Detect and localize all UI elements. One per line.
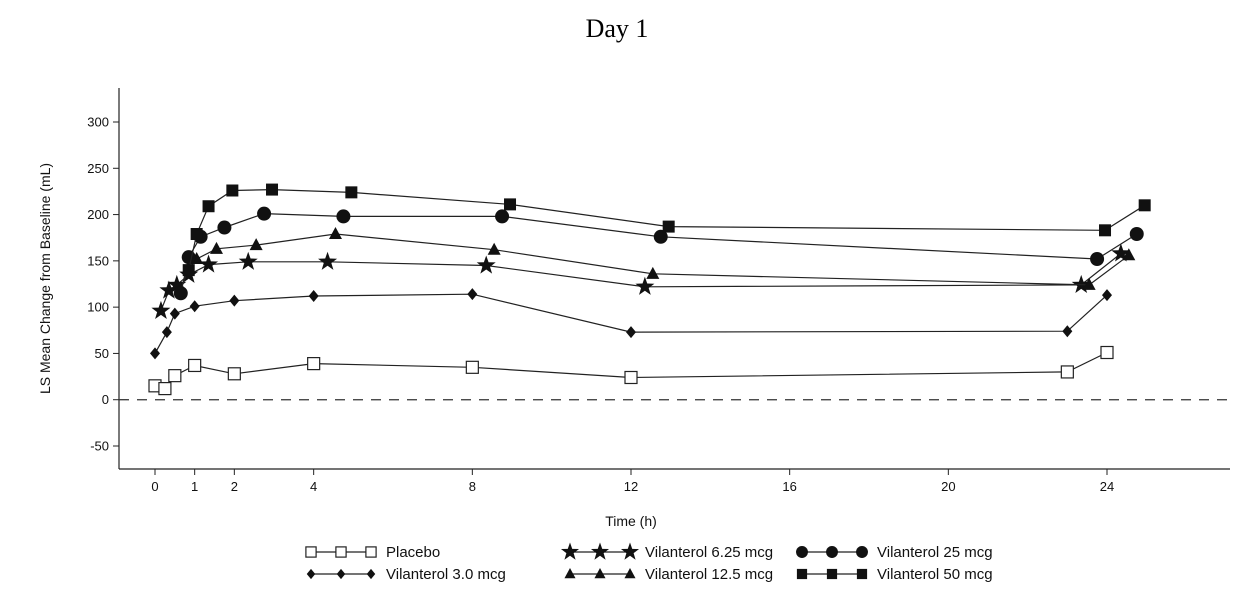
data-point-vilanterol-50-mcg [226, 185, 238, 197]
data-point-vilanterol-6-25-mcg [635, 277, 654, 295]
data-point-placebo [625, 371, 637, 383]
data-point-vilanterol-3-0-mcg [162, 326, 172, 338]
legend-marker-vilanterol-50-mcg [827, 569, 837, 579]
x-tick-label: 0 [151, 479, 158, 494]
data-point-vilanterol-3-0-mcg [1102, 289, 1112, 301]
data-point-vilanterol-50-mcg [191, 228, 203, 240]
legend-marker-vilanterol-12-5-mcg [564, 568, 575, 578]
data-point-vilanterol-6-25-mcg [477, 255, 496, 273]
data-point-vilanterol-50-mcg [345, 186, 357, 198]
legend-marker-vilanterol-3-0-mcg [307, 569, 316, 579]
y-tick-label: 100 [87, 300, 109, 315]
x-tick-label: 1 [191, 479, 198, 494]
data-point-vilanterol-6-25-mcg [151, 301, 170, 319]
x-tick-label: 24 [1100, 479, 1114, 494]
y-axis-label: LS Mean Change from Baseline (mL) [37, 163, 53, 394]
legend-marker-vilanterol-12-5-mcg [594, 568, 605, 578]
data-point-vilanterol-6-25-mcg [318, 252, 337, 270]
data-point-placebo [169, 370, 181, 382]
x-axis-label: Time (h) [605, 513, 657, 529]
y-tick-label: 250 [87, 161, 109, 176]
data-point-vilanterol-3-0-mcg [170, 308, 180, 320]
legend-marker-vilanterol-25-mcg [826, 546, 838, 558]
data-point-vilanterol-25-mcg [1090, 252, 1104, 266]
legend-marker-vilanterol-3-0-mcg [337, 569, 346, 579]
x-tick-label: 2 [231, 479, 238, 494]
data-point-vilanterol-50-mcg [266, 184, 278, 196]
data-point-vilanterol-25-mcg [217, 221, 231, 235]
y-tick-label: 200 [87, 207, 109, 222]
legend-marker-vilanterol-25-mcg [796, 546, 808, 558]
data-point-vilanterol-3-0-mcg [150, 347, 160, 359]
data-point-vilanterol-12-5-mcg [329, 227, 342, 239]
legend-marker-vilanterol-6-25-mcg [561, 543, 579, 560]
data-point-vilanterol-25-mcg [182, 250, 196, 264]
data-point-vilanterol-50-mcg [1099, 224, 1111, 236]
legend-label-vilanterol-12-5-mcg: Vilanterol 12.5 mcg [645, 566, 773, 583]
legend-marker-vilanterol-25-mcg [856, 546, 868, 558]
y-tick-label: 50 [95, 346, 109, 361]
legend-marker-placebo [366, 547, 376, 557]
legend-marker-vilanterol-6-25-mcg [621, 543, 639, 560]
data-point-vilanterol-3-0-mcg [626, 326, 636, 338]
series-line-vilanterol-3-0-mcg [155, 294, 1107, 353]
x-tick-label: 16 [782, 479, 796, 494]
data-point-vilanterol-25-mcg [257, 207, 271, 221]
data-point-vilanterol-25-mcg [174, 286, 188, 300]
data-point-vilanterol-50-mcg [504, 198, 516, 210]
data-point-vilanterol-50-mcg [663, 221, 675, 233]
data-point-placebo [1101, 347, 1113, 359]
legend-marker-vilanterol-12-5-mcg [624, 568, 635, 578]
legend-label-placebo: Placebo [386, 544, 440, 561]
data-point-vilanterol-25-mcg [495, 209, 509, 223]
y-tick-label: 300 [87, 115, 109, 130]
legend-label-vilanterol-25-mcg: Vilanterol 25 mcg [877, 544, 993, 561]
x-tick-label: 12 [624, 479, 638, 494]
legend-marker-placebo [306, 547, 316, 557]
data-point-placebo [466, 361, 478, 373]
y-tick-label: -50 [90, 439, 109, 454]
data-point-vilanterol-3-0-mcg [229, 295, 239, 307]
data-point-placebo [189, 359, 201, 371]
data-point-vilanterol-50-mcg [203, 200, 215, 212]
data-point-placebo [308, 358, 320, 370]
legend-marker-vilanterol-50-mcg [857, 569, 867, 579]
data-point-placebo [159, 383, 171, 395]
x-tick-label: 8 [469, 479, 476, 494]
legend-marker-vilanterol-50-mcg [797, 569, 807, 579]
data-point-vilanterol-3-0-mcg [467, 288, 477, 300]
legend-label-vilanterol-3-0-mcg: Vilanterol 3.0 mcg [386, 566, 506, 583]
data-point-vilanterol-3-0-mcg [1062, 325, 1072, 337]
y-tick-label: 150 [87, 253, 109, 268]
data-point-vilanterol-25-mcg [336, 209, 350, 223]
legend-marker-vilanterol-6-25-mcg [591, 543, 609, 560]
legend-marker-placebo [336, 547, 346, 557]
data-point-vilanterol-25-mcg [1130, 227, 1144, 241]
data-point-vilanterol-3-0-mcg [190, 300, 200, 312]
x-tick-label: 4 [310, 479, 317, 494]
data-point-placebo [1061, 366, 1073, 378]
data-point-vilanterol-50-mcg [183, 264, 195, 276]
data-point-vilanterol-6-25-mcg [239, 252, 258, 270]
legend-label-vilanterol-6-25-mcg: Vilanterol 6.25 mcg [645, 544, 773, 561]
x-tick-label: 20 [941, 479, 955, 494]
data-point-vilanterol-3-0-mcg [309, 290, 319, 302]
y-tick-label: 0 [102, 392, 109, 407]
data-point-placebo [228, 368, 240, 380]
legend-marker-vilanterol-3-0-mcg [367, 569, 376, 579]
legend-label-vilanterol-50-mcg: Vilanterol 50 mcg [877, 566, 993, 583]
data-point-vilanterol-50-mcg [1139, 199, 1151, 211]
